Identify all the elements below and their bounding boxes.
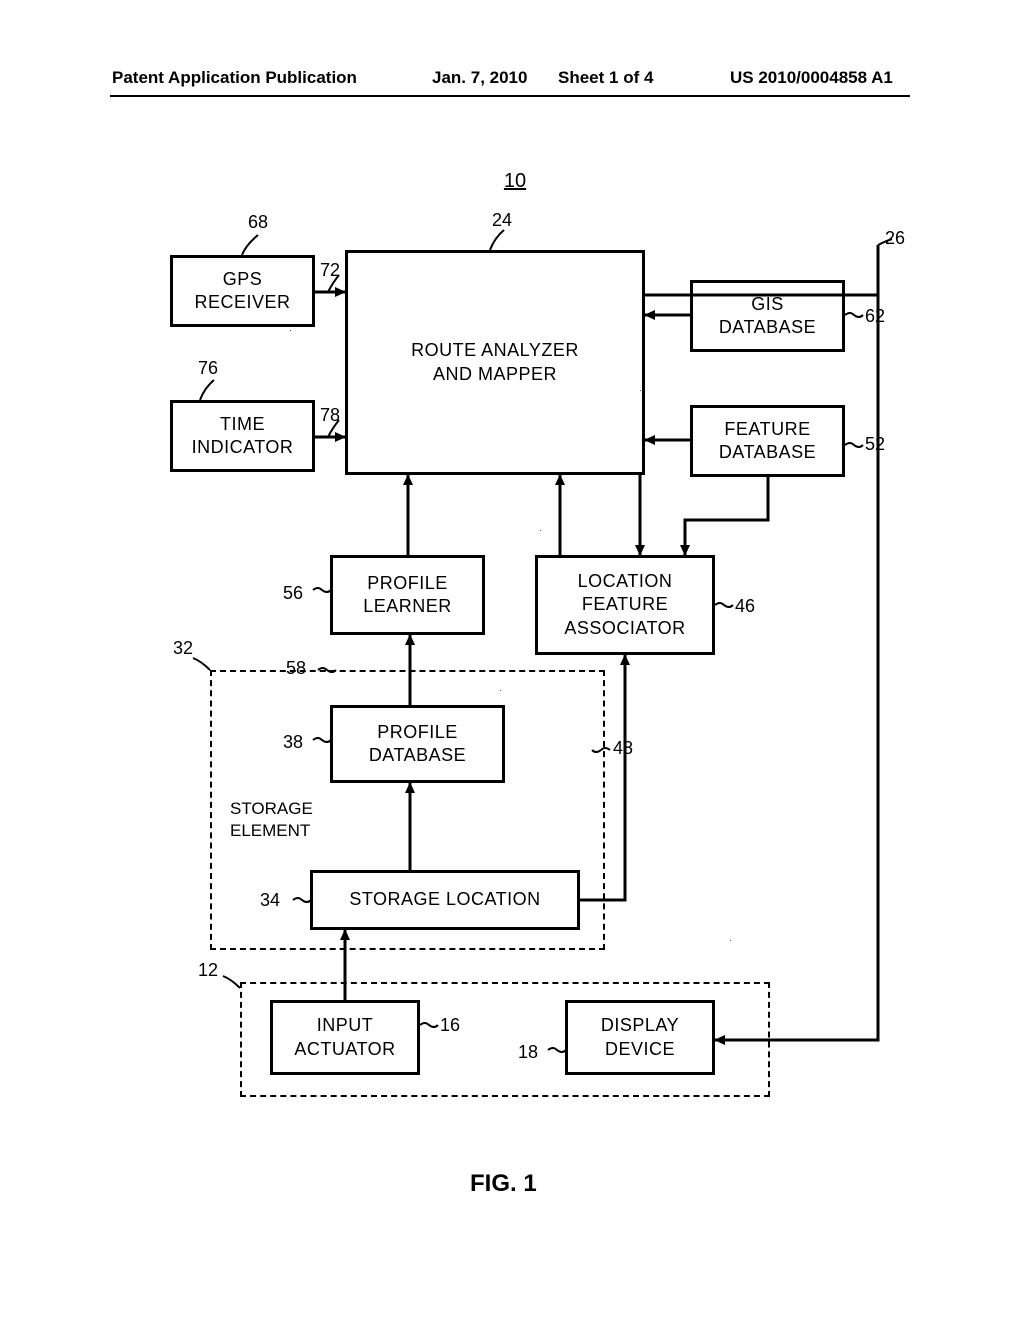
page: Patent Application Publication Jan. 7, 2… <box>0 0 1024 1320</box>
location-feature-associator-box: LOCATIONFEATUREASSOCIATOR <box>535 555 715 655</box>
figure-label: FIG. 1 <box>470 1170 537 1198</box>
noise-dot <box>640 390 641 391</box>
ref-58: 58 <box>286 658 306 679</box>
gis-database-box: GISDATABASE <box>690 280 845 352</box>
ref-46: 46 <box>735 596 755 617</box>
header-rule <box>110 95 910 97</box>
time-indicator-box: TIMEINDICATOR <box>170 400 315 472</box>
noise-dot <box>500 690 501 691</box>
input-actuator-box: INPUTACTUATOR <box>270 1000 420 1075</box>
figure-1-diagram: 10 STORAGEELEMENT GPSRECEIVER TIMEINDICA… <box>120 170 910 1130</box>
noise-dot <box>730 940 731 941</box>
feature-database-box: FEATUREDATABASE <box>690 405 845 477</box>
ref-56: 56 <box>283 583 303 604</box>
profile-database-box: PROFILEDATABASE <box>330 705 505 783</box>
ref-26: 26 <box>885 228 905 249</box>
ref-68: 68 <box>248 212 268 233</box>
ref-76: 76 <box>198 358 218 379</box>
ref-16: 16 <box>440 1015 460 1036</box>
gps-receiver-box: GPSRECEIVER <box>170 255 315 327</box>
profile-learner-box: PROFILELEARNER <box>330 555 485 635</box>
ref-12: 12 <box>198 960 218 981</box>
ref-32: 32 <box>173 638 193 659</box>
storage-location-box: STORAGE LOCATION <box>310 870 580 930</box>
ref-78: 78 <box>320 405 340 426</box>
route-analyzer-box: ROUTE ANALYZERAND MAPPER <box>345 250 645 475</box>
header-date: Jan. 7, 2010 <box>432 68 527 88</box>
ref-34: 34 <box>260 890 280 911</box>
ref-48: 48 <box>613 738 633 759</box>
display-device-box: DISPLAYDEVICE <box>565 1000 715 1075</box>
ref-24: 24 <box>492 210 512 231</box>
noise-dot <box>540 530 541 531</box>
header-pub-number: US 2010/0004858 A1 <box>730 68 893 88</box>
ref-38: 38 <box>283 732 303 753</box>
ref-18: 18 <box>518 1042 538 1063</box>
ref-72: 72 <box>320 260 340 281</box>
header-sheet: Sheet 1 of 4 <box>558 68 653 88</box>
ref-10: 10 <box>120 170 910 193</box>
storage-element-label: STORAGEELEMENT <box>230 798 313 842</box>
ref-52: 52 <box>865 434 885 455</box>
header-pub-type: Patent Application Publication <box>112 68 357 88</box>
noise-dot <box>290 330 291 331</box>
ref-62: 62 <box>865 306 885 327</box>
